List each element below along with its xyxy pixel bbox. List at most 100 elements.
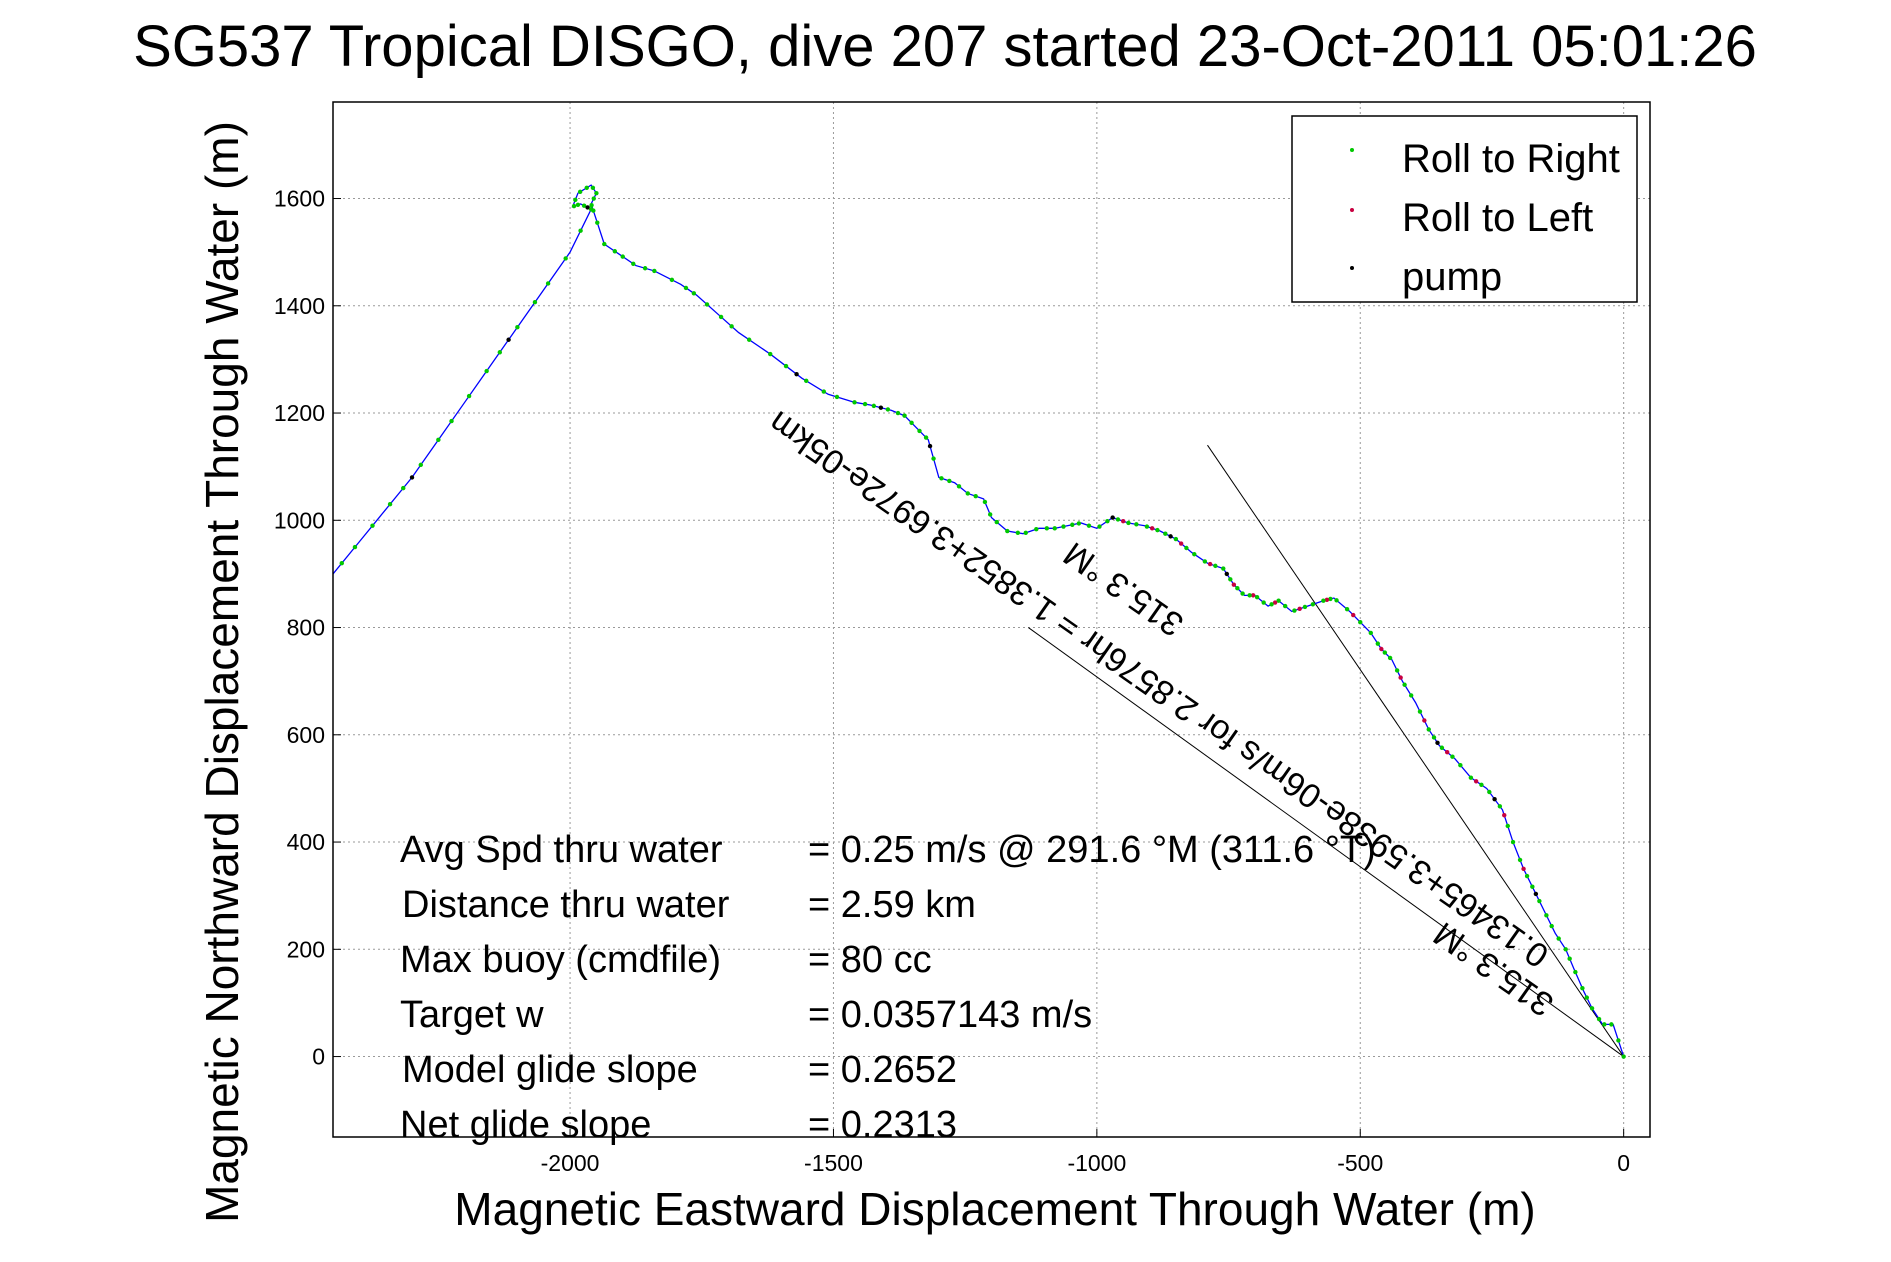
roll-right-marker	[1254, 594, 1260, 600]
legend-box	[1291, 115, 1638, 303]
roll-right-marker	[1061, 524, 1066, 529]
roll-right-marker	[1105, 518, 1110, 524]
roll-right-marker	[1052, 526, 1057, 531]
roll-right-marker	[783, 363, 789, 369]
roll-right-marker	[956, 484, 962, 489]
roll-right-marker	[1173, 536, 1179, 542]
roll-right-marker	[862, 401, 868, 407]
roll-left-marker	[1379, 646, 1384, 652]
roll-right-marker	[370, 523, 375, 528]
roll-right-marker	[1431, 735, 1437, 740]
roll-right-marker	[387, 502, 393, 507]
roll-right-marker	[1228, 577, 1233, 582]
roll-right-marker	[1044, 526, 1050, 531]
annotation-value-distance: = 2.59 km	[808, 884, 976, 926]
roll-right-marker	[401, 485, 406, 491]
reference-line	[1207, 444, 1625, 1057]
roll-right-marker	[1517, 857, 1523, 863]
roll-right-marker	[1375, 641, 1381, 646]
roll-right-marker	[1450, 754, 1455, 759]
roll-left-marker	[1121, 518, 1126, 524]
pump-marker	[794, 371, 799, 377]
roll-left-marker	[1178, 541, 1184, 546]
roll-right-marker	[339, 560, 344, 566]
roll-left-marker	[1324, 597, 1330, 603]
roll-right-marker	[590, 185, 596, 191]
roll-left-marker	[1149, 526, 1155, 531]
y-tick-label: 600	[287, 722, 325, 748]
x-tick-label: 0	[1617, 1150, 1630, 1176]
roll-right-marker	[947, 478, 952, 484]
roll-right-marker	[704, 302, 710, 307]
roll-right-marker	[1328, 596, 1333, 602]
roll-left-marker	[1297, 606, 1302, 611]
roll-right-marker	[931, 456, 936, 461]
roll-left-marker	[1351, 612, 1356, 618]
y-tick-label: 0	[312, 1044, 325, 1070]
roll-right-marker	[1247, 593, 1252, 598]
roll-right-marker	[871, 403, 877, 409]
roll-right-marker	[885, 407, 891, 412]
roll-right-marker	[691, 291, 697, 296]
roll-right-marker	[1321, 598, 1326, 603]
roll-right-marker	[804, 378, 809, 384]
roll-right-marker	[973, 493, 978, 499]
roll-right-marker	[683, 285, 689, 291]
roll-right-marker	[852, 400, 857, 405]
roll-right-marker	[1530, 884, 1535, 889]
roll-right-marker	[563, 256, 568, 261]
annotation-value-target-w: = 0.0357143 m/s	[808, 994, 1092, 1036]
roll-right-marker	[1086, 523, 1092, 528]
y-tick-label: 1000	[274, 507, 325, 533]
roll-right-marker	[1292, 608, 1297, 613]
roll-right-marker	[1479, 782, 1484, 788]
roll-left-marker	[1521, 866, 1526, 872]
annotation-label-max-buoy: Max buoy (cmdfile)	[400, 939, 721, 981]
roll-right-marker	[1567, 956, 1572, 961]
roll-right-marker	[1192, 552, 1197, 557]
roll-right-marker	[1302, 604, 1308, 610]
roll-right-marker	[1097, 524, 1102, 529]
roll-right-marker	[987, 512, 993, 517]
annotation-value-net-glide: = 0.2313	[808, 1104, 957, 1146]
roll-right-marker	[1580, 985, 1585, 991]
roll-right-marker	[909, 420, 914, 426]
roll-right-marker	[1609, 1022, 1614, 1027]
roll-right-marker	[1596, 1016, 1602, 1022]
pump-marker	[1168, 534, 1173, 539]
roll-right-marker	[1005, 528, 1010, 534]
roll-right-marker	[1408, 693, 1414, 698]
roll-right-marker	[1368, 630, 1373, 636]
roll-right-marker	[1402, 682, 1407, 687]
roll-right-marker	[612, 249, 618, 254]
roll-right-marker	[1524, 873, 1530, 879]
tick-labels: -2000 -1500 -1000 -500 0 0 200 400 600 800 1000 120…	[274, 186, 1630, 1176]
roll-right-marker	[1537, 898, 1542, 904]
roll-right-marker	[631, 261, 636, 266]
plot-frame	[332, 101, 1651, 1138]
roll-left-marker	[1502, 813, 1507, 818]
x-tick-label: -1500	[804, 1150, 863, 1176]
roll-right-marker	[575, 202, 581, 207]
roll-right-marker	[1510, 839, 1516, 845]
y-tick-label: 800	[287, 615, 325, 641]
roll-right-marker	[589, 203, 594, 208]
roll-right-marker	[1468, 775, 1474, 780]
roll-right-marker	[602, 241, 607, 247]
pump-marker	[585, 205, 590, 210]
roll-right-marker	[584, 185, 589, 191]
pump-marker	[1110, 515, 1115, 520]
x-tick-label: -2000	[541, 1150, 600, 1176]
roll-left-marker	[1272, 600, 1278, 605]
roll-right-marker	[571, 203, 577, 209]
reference-line	[1028, 627, 1624, 1057]
pump-marker	[1224, 571, 1230, 577]
roll-right-marker	[1310, 602, 1316, 607]
roll-right-marker	[1549, 923, 1554, 929]
pump-marker	[506, 337, 511, 342]
legend-label-roll-left: Roll to Left	[1402, 196, 1593, 240]
roll-right-marker	[1202, 559, 1208, 564]
roll-left-marker	[1250, 593, 1256, 598]
roll-right-marker	[1276, 598, 1281, 603]
